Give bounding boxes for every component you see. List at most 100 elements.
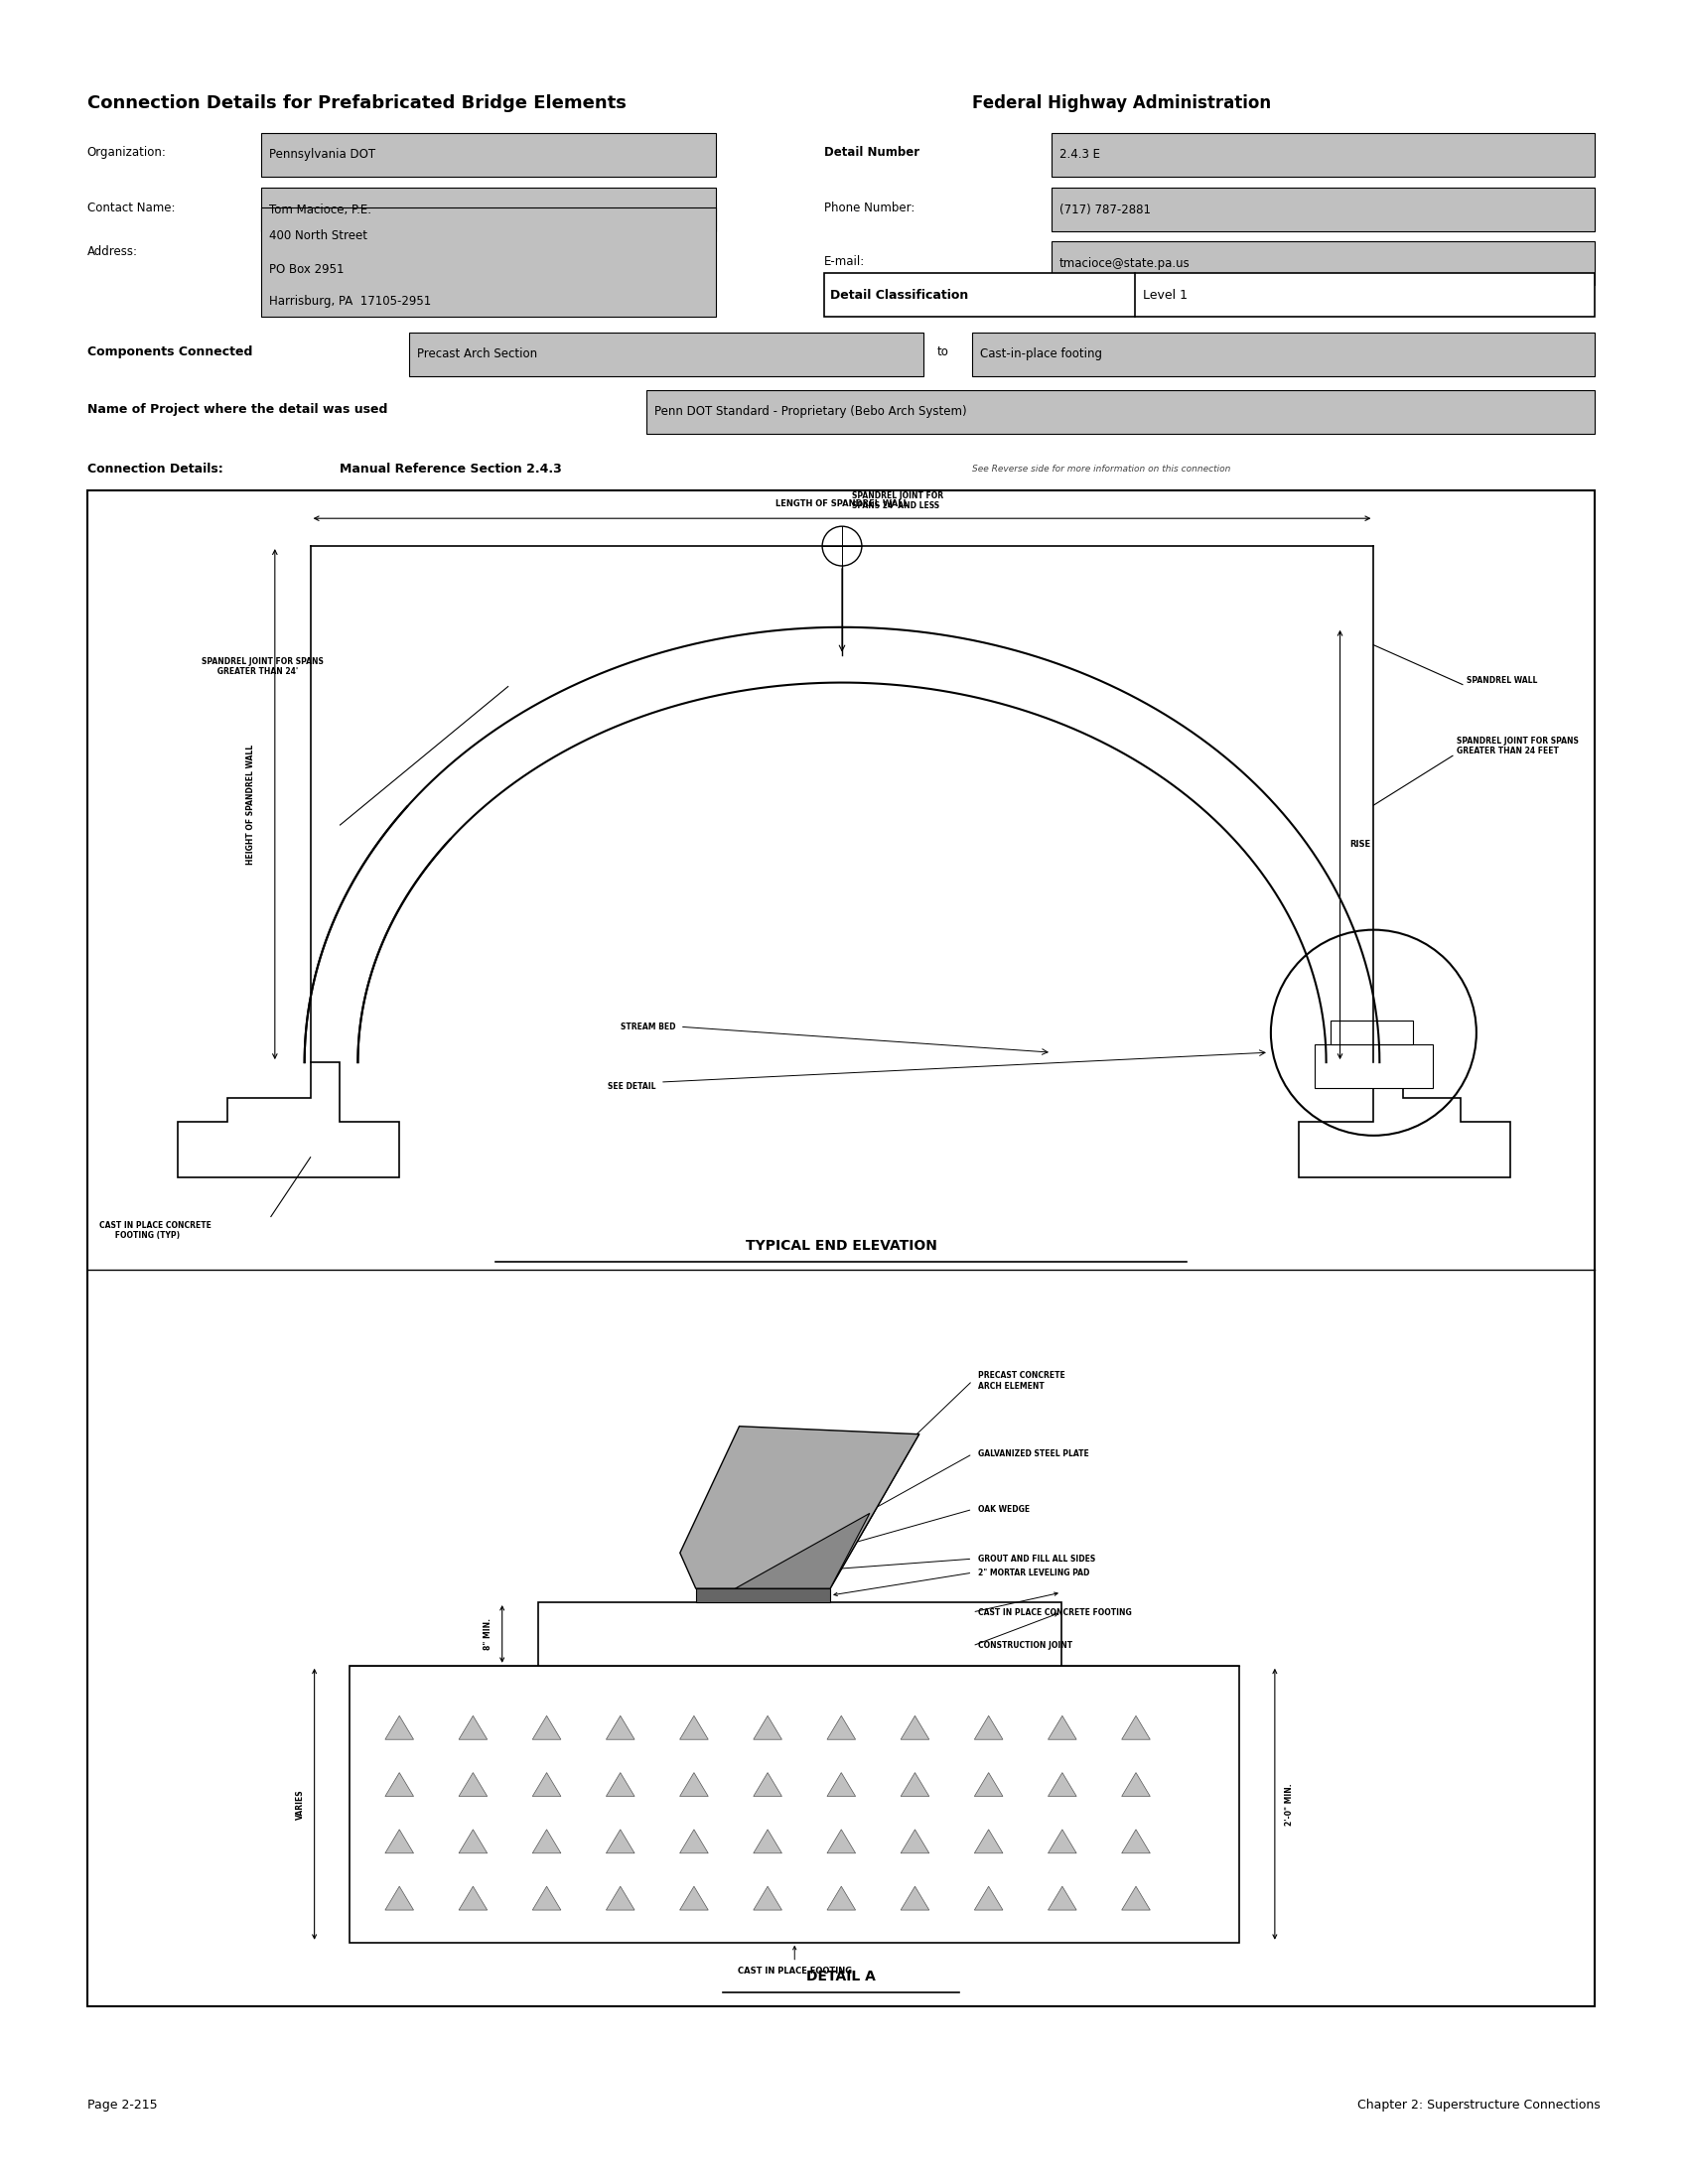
Text: Detail Classification: Detail Classification: [830, 288, 969, 301]
Bar: [1315, 1044, 1433, 1088]
Polygon shape: [606, 1773, 635, 1797]
Polygon shape: [827, 1887, 856, 1911]
Text: LENGTH OF SPANDREL WALL: LENGTH OF SPANDREL WALL: [775, 500, 908, 509]
Polygon shape: [680, 1426, 918, 1588]
Polygon shape: [753, 1830, 782, 1854]
Text: Harrisburg, PA  17105-2951: Harrisburg, PA 17105-2951: [268, 295, 430, 308]
Text: Chapter 2: Superstructure Connections: Chapter 2: Superstructure Connections: [1357, 2099, 1600, 2112]
Text: Connection Details for Prefabricated Bridge Elements: Connection Details for Prefabricated Bri…: [88, 94, 626, 111]
Text: 2" MORTAR LEVELING PAD: 2" MORTAR LEVELING PAD: [979, 1568, 1090, 1577]
Polygon shape: [827, 1830, 856, 1854]
Bar: [408, 332, 923, 376]
Bar: [262, 133, 716, 177]
Text: STREAM BED: STREAM BED: [621, 1022, 675, 1031]
Polygon shape: [680, 1830, 709, 1854]
Text: Level 1: Level 1: [1143, 288, 1187, 301]
Polygon shape: [177, 1061, 400, 1177]
Text: SPANDREL JOINT FOR SPANS
GREATER THAN 24 FEET: SPANDREL JOINT FOR SPANS GREATER THAN 24…: [1457, 736, 1578, 756]
Polygon shape: [974, 1773, 1003, 1797]
Polygon shape: [1123, 1717, 1150, 1738]
Bar: [972, 332, 1595, 376]
Polygon shape: [1123, 1773, 1150, 1797]
Polygon shape: [385, 1830, 414, 1854]
Text: Penn DOT Standard - Proprietary (Bebo Arch System): Penn DOT Standard - Proprietary (Bebo Ar…: [655, 406, 967, 417]
Bar: [1052, 242, 1595, 284]
Polygon shape: [606, 1830, 635, 1854]
Polygon shape: [974, 1717, 1003, 1738]
Polygon shape: [459, 1717, 488, 1738]
Text: 400 North Street: 400 North Street: [268, 229, 368, 242]
Text: Page 2-215: Page 2-215: [88, 2099, 157, 2112]
Text: to: to: [937, 345, 949, 358]
Polygon shape: [680, 1773, 709, 1797]
Text: Address:: Address:: [88, 245, 138, 258]
Polygon shape: [974, 1887, 1003, 1911]
Text: Tom Macioce, P.E.: Tom Macioce, P.E.: [268, 203, 371, 216]
Bar: [349, 1666, 1239, 1942]
Text: Detail Number: Detail Number: [824, 146, 920, 159]
Text: Organization:: Organization:: [88, 146, 167, 159]
Bar: [695, 1588, 830, 1603]
Polygon shape: [459, 1830, 488, 1854]
Polygon shape: [532, 1830, 560, 1854]
Text: Manual Reference Section 2.4.3: Manual Reference Section 2.4.3: [339, 463, 562, 476]
Polygon shape: [606, 1717, 635, 1738]
Text: 8" MIN.: 8" MIN.: [483, 1618, 493, 1649]
Text: DETAIL A: DETAIL A: [807, 1970, 876, 1983]
Polygon shape: [606, 1887, 635, 1911]
Text: CAST IN PLACE FOOTING: CAST IN PLACE FOOTING: [738, 1966, 852, 1974]
Polygon shape: [532, 1717, 560, 1738]
Bar: [262, 188, 716, 232]
Text: Connection Details:: Connection Details:: [88, 463, 223, 476]
Text: RISE: RISE: [1350, 841, 1371, 850]
Polygon shape: [459, 1773, 488, 1797]
Polygon shape: [974, 1830, 1003, 1854]
Polygon shape: [753, 1887, 782, 1911]
Polygon shape: [1048, 1830, 1077, 1854]
Text: PO Box 2951: PO Box 2951: [268, 262, 344, 275]
Text: CAST IN PLACE CONCRETE
      FOOTING (TYP): CAST IN PLACE CONCRETE FOOTING (TYP): [100, 1221, 211, 1241]
Text: PRECAST CONCRETE
ARCH ELEMENT: PRECAST CONCRETE ARCH ELEMENT: [979, 1372, 1065, 1391]
Text: HEIGHT OF SPANDREL WALL: HEIGHT OF SPANDREL WALL: [246, 745, 255, 865]
Text: Federal Highway Administration: Federal Highway Administration: [972, 94, 1271, 111]
Text: Name of Project where the detail was used: Name of Project where the detail was use…: [88, 404, 387, 417]
Polygon shape: [680, 1887, 709, 1911]
Text: 2'-0" MIN.: 2'-0" MIN.: [1285, 1782, 1293, 1826]
Text: VARIES: VARIES: [295, 1789, 304, 1819]
Bar: [647, 389, 1595, 432]
Text: SEE DETAIL: SEE DETAIL: [608, 1081, 657, 1090]
Text: Phone Number:: Phone Number:: [824, 201, 915, 214]
Polygon shape: [532, 1887, 560, 1911]
Polygon shape: [1123, 1830, 1150, 1854]
Polygon shape: [1048, 1773, 1077, 1797]
Bar: [824, 273, 1595, 317]
Text: SPANDREL WALL: SPANDREL WALL: [1467, 677, 1538, 686]
Text: OAK WEDGE: OAK WEDGE: [979, 1505, 1030, 1514]
Text: tmacioce@state.pa.us: tmacioce@state.pa.us: [1060, 258, 1190, 269]
Polygon shape: [753, 1773, 782, 1797]
Text: Precast Arch Section: Precast Arch Section: [417, 347, 537, 360]
Text: E-mail:: E-mail:: [824, 256, 866, 269]
Bar: [88, 491, 1595, 2005]
Text: GROUT AND FILL ALL SIDES: GROUT AND FILL ALL SIDES: [979, 1555, 1096, 1564]
Text: SPANDREL JOINT FOR
SPANS 24' AND LESS: SPANDREL JOINT FOR SPANS 24' AND LESS: [852, 491, 944, 511]
Text: TYPICAL END ELEVATION: TYPICAL END ELEVATION: [746, 1238, 937, 1254]
Polygon shape: [1048, 1717, 1077, 1738]
Polygon shape: [827, 1717, 856, 1738]
Polygon shape: [385, 1717, 414, 1738]
Text: SPANDREL JOINT FOR SPANS
      GREATER THAN 24': SPANDREL JOINT FOR SPANS GREATER THAN 24…: [203, 657, 324, 677]
Text: GALVANIZED STEEL PLATE: GALVANIZED STEEL PLATE: [979, 1450, 1089, 1459]
Bar: [1330, 1020, 1413, 1044]
Text: CONSTRUCTION JOINT: CONSTRUCTION JOINT: [979, 1642, 1074, 1651]
Polygon shape: [1298, 1061, 1511, 1177]
Polygon shape: [385, 1773, 414, 1797]
Bar: [1052, 188, 1595, 232]
Bar: [1052, 133, 1595, 177]
Polygon shape: [459, 1887, 488, 1911]
Polygon shape: [385, 1887, 414, 1911]
Text: See Reverse side for more information on this connection: See Reverse side for more information on…: [972, 465, 1231, 474]
Text: Contact Name:: Contact Name:: [88, 201, 176, 214]
Polygon shape: [901, 1773, 928, 1797]
Polygon shape: [1048, 1887, 1077, 1911]
Polygon shape: [901, 1887, 928, 1911]
